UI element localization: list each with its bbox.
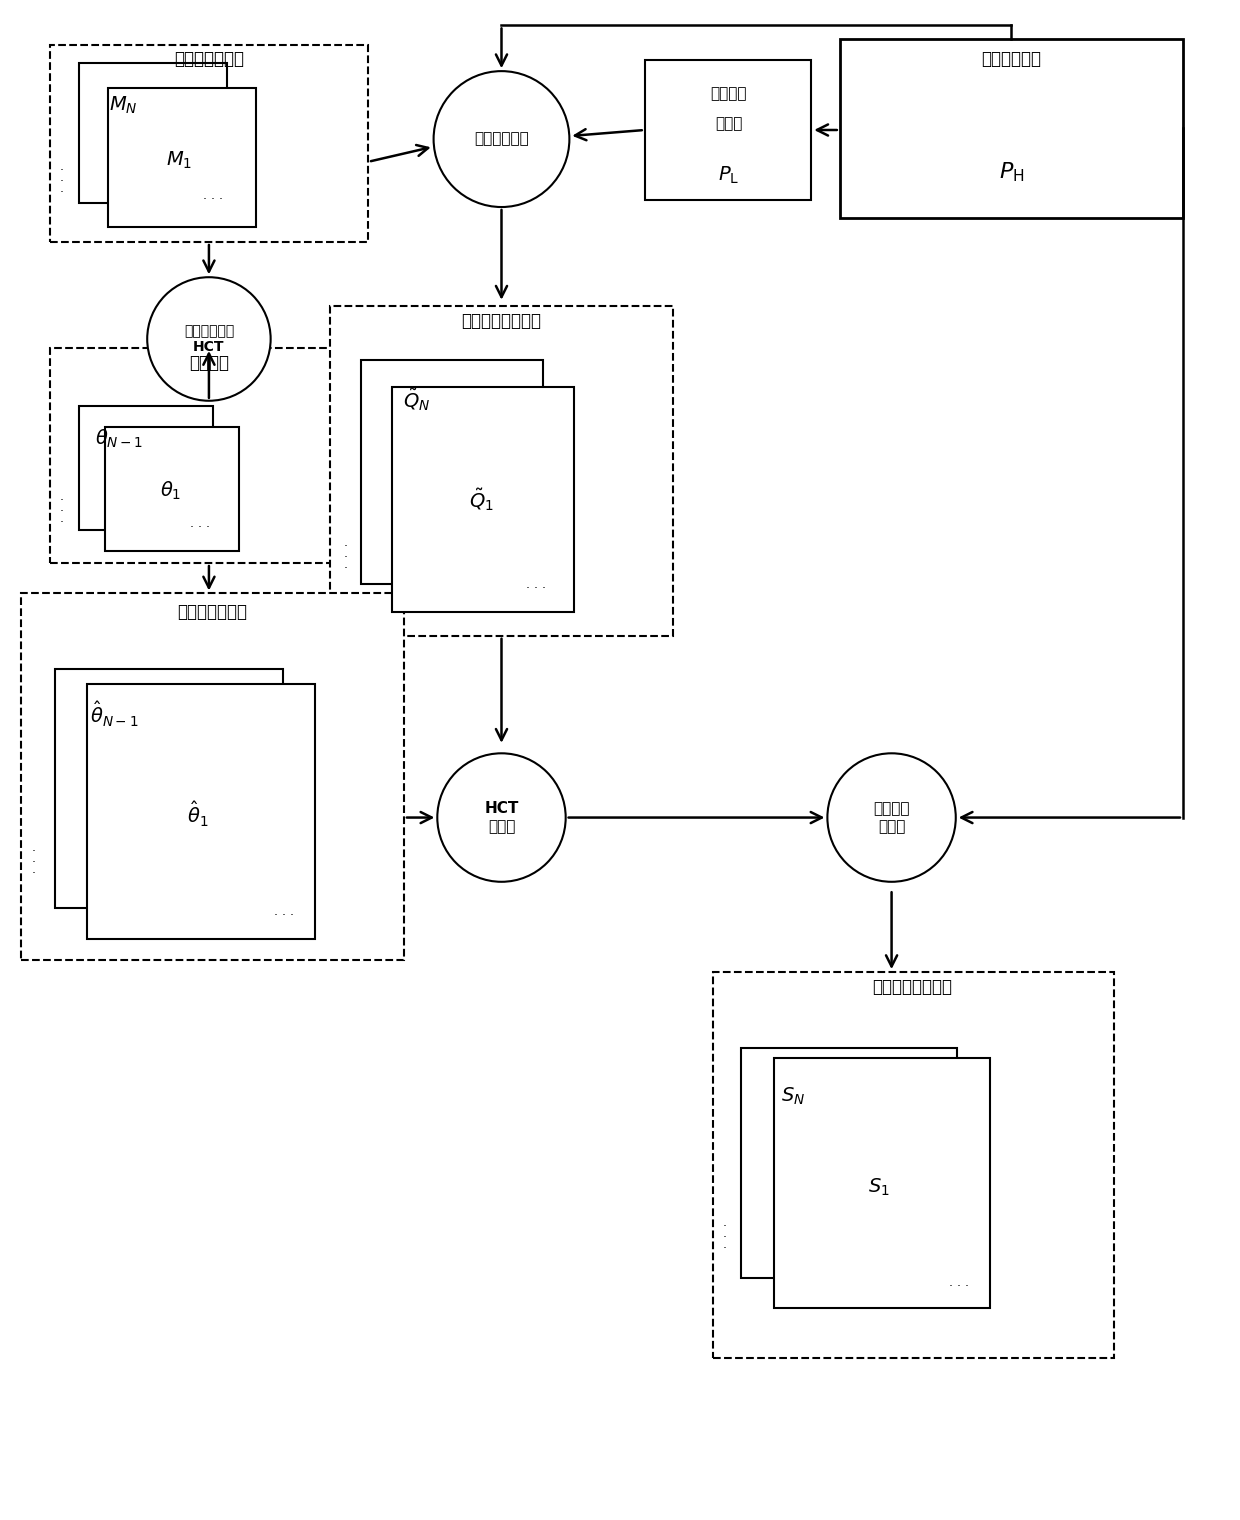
- Ellipse shape: [827, 754, 956, 882]
- Text: $S_{1}$: $S_{1}$: [868, 1176, 890, 1198]
- Bar: [79, 64, 227, 202]
- Ellipse shape: [434, 71, 569, 207]
- Text: $\hat{\theta}_{N-1}$: $\hat{\theta}_{N-1}$: [89, 699, 138, 730]
- Text: 重采样角度分量: 重采样角度分量: [177, 602, 248, 620]
- Text: . . .: . . .: [526, 578, 546, 591]
- Text: $M_{1}$: $M_{1}$: [166, 149, 192, 170]
- Bar: [839, 40, 1183, 217]
- Text: 原始多光谱图像: 原始多光谱图像: [174, 50, 244, 68]
- Text: $\tilde{Q}_{1}$: $\tilde{Q}_{1}$: [469, 486, 495, 512]
- Text: 重采样多光谱图像: 重采样多光谱图像: [461, 312, 542, 330]
- Text: 角度分量: 角度分量: [188, 354, 229, 372]
- Text: $P_{\mathrm{H}}$: $P_{\mathrm{H}}$: [998, 161, 1024, 184]
- Bar: [392, 388, 574, 611]
- Bar: [79, 406, 212, 530]
- Text: . . .: . . .: [274, 904, 294, 918]
- Text: 下采样全: 下采样全: [711, 87, 746, 102]
- Text: 空间细节
再注入: 空间细节 再注入: [873, 801, 910, 834]
- Bar: [108, 88, 255, 226]
- Bar: [645, 61, 811, 199]
- Bar: [50, 348, 368, 562]
- Text: 融合的多光谱图像: 融合的多光谱图像: [873, 979, 952, 996]
- Text: HCT
反变换: HCT 反变换: [485, 801, 518, 834]
- Text: $M_{N}$: $M_{N}$: [109, 96, 138, 117]
- Text: . . .: . . .: [190, 517, 211, 530]
- Text: ·
·
·: · · ·: [60, 494, 64, 529]
- Text: ·
·
·: · · ·: [60, 164, 64, 199]
- Bar: [21, 593, 404, 961]
- Text: $S_{N}$: $S_{N}$: [781, 1085, 805, 1107]
- Bar: [774, 1058, 991, 1309]
- Text: $P_{\mathrm{L}}$: $P_{\mathrm{L}}$: [718, 164, 739, 185]
- Text: ·
·
·: · · ·: [32, 845, 36, 880]
- Text: 高斯导向滤波: 高斯导向滤波: [474, 132, 529, 146]
- Text: $\tilde{Q}_{N}$: $\tilde{Q}_{N}$: [403, 386, 430, 413]
- Ellipse shape: [438, 754, 565, 882]
- Text: . . .: . . .: [950, 1275, 970, 1289]
- Bar: [87, 684, 315, 939]
- Text: ·
·
·: · · ·: [343, 540, 348, 575]
- Text: 原始全色图像: 原始全色图像: [981, 50, 1042, 68]
- Bar: [50, 46, 368, 242]
- Text: 超球彩色变换
HCT: 超球彩色变换 HCT: [184, 324, 234, 354]
- Bar: [713, 971, 1114, 1359]
- Text: $\theta_{N-1}$: $\theta_{N-1}$: [94, 427, 143, 450]
- Text: $\hat{\theta}_{1}$: $\hat{\theta}_{1}$: [187, 800, 208, 828]
- Text: ·
·
·: · · ·: [723, 1219, 727, 1254]
- Bar: [361, 360, 543, 584]
- Bar: [742, 1047, 957, 1278]
- Bar: [105, 427, 238, 552]
- Text: $\theta_{1}$: $\theta_{1}$: [160, 479, 181, 502]
- Text: . . .: . . .: [202, 188, 223, 202]
- Ellipse shape: [148, 277, 270, 401]
- Bar: [55, 669, 283, 909]
- Bar: [330, 306, 673, 635]
- Text: 色图像: 色图像: [715, 117, 743, 131]
